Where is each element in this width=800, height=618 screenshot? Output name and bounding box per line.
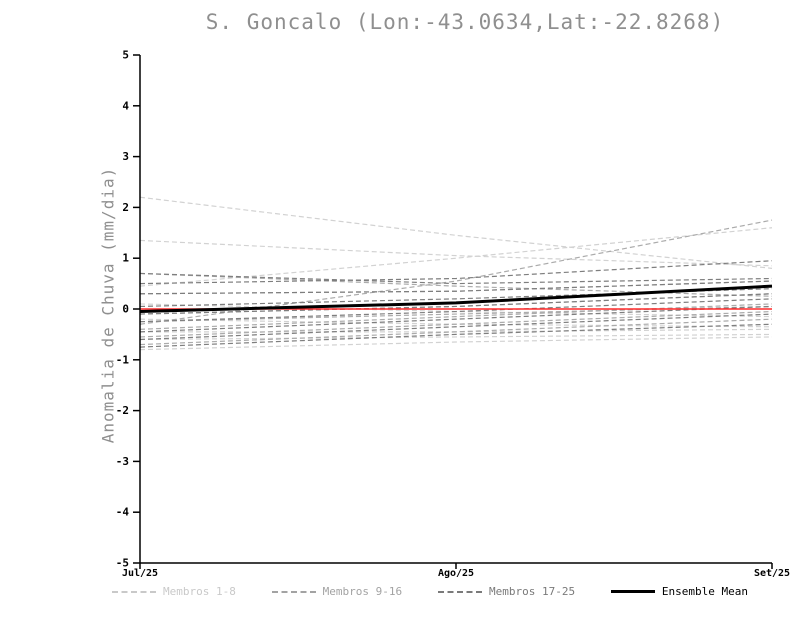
y-tick-label: 3 bbox=[122, 150, 129, 163]
ensemble-mean-line bbox=[139, 284, 773, 314]
y-tick-label: 4 bbox=[122, 99, 129, 112]
member-line-group-3 bbox=[139, 272, 773, 285]
member-line-group-1 bbox=[139, 196, 773, 269]
member-line-group-3 bbox=[139, 293, 773, 315]
member-line-group-3 bbox=[139, 305, 773, 333]
member-line-group-2 bbox=[139, 305, 773, 323]
legend-label: Membros 1-8 bbox=[163, 585, 236, 598]
legend-item-membros-9-16: Membros 9-16 bbox=[271, 585, 403, 598]
y-tick-label: 1 bbox=[122, 252, 129, 265]
member-line-group-1 bbox=[139, 333, 773, 341]
member-line-group-3 bbox=[139, 313, 773, 341]
y-tick-label: -4 bbox=[116, 506, 130, 519]
legend-line-sample bbox=[271, 590, 316, 593]
member-line-group-2 bbox=[139, 318, 773, 346]
x-tick-label: Jul/25 bbox=[122, 568, 158, 579]
member-line-group-2 bbox=[139, 272, 773, 297]
legend-item-ensemble-mean: Ensemble Mean bbox=[610, 585, 748, 598]
member-line-group-3 bbox=[139, 260, 773, 285]
member-line-group-1 bbox=[139, 336, 773, 351]
legend-label: Ensemble Mean bbox=[661, 585, 748, 598]
legend-line-sample bbox=[112, 590, 156, 593]
legend-line-sample bbox=[610, 590, 655, 593]
y-tick-label: 2 bbox=[122, 201, 129, 214]
member-line-group-2 bbox=[139, 303, 773, 330]
y-tick-label: -1 bbox=[116, 353, 130, 366]
y-tick-label: -2 bbox=[116, 404, 129, 417]
legend-line-sample bbox=[437, 590, 482, 593]
member-line-group-2 bbox=[139, 310, 773, 338]
legend-item-membros-1-8: Membros 1-8 bbox=[112, 585, 236, 598]
y-tick-label: 5 bbox=[122, 49, 129, 62]
chart-legend: Membros 1-8 Membros 9-16 Membros 17-25 E… bbox=[112, 585, 748, 598]
member-line-group-3 bbox=[139, 280, 773, 295]
x-tick-label: Ago/25 bbox=[438, 568, 474, 579]
legend-item-membros-17-25: Membros 17-25 bbox=[437, 585, 576, 598]
member-line-group-1 bbox=[139, 239, 773, 267]
legend-label: Membros 9-16 bbox=[322, 585, 403, 598]
y-tick-label: -5 bbox=[116, 557, 129, 570]
legend-label: Membros 17-25 bbox=[488, 585, 576, 598]
member-line-group-3 bbox=[139, 288, 773, 308]
y-tick-label: 0 bbox=[122, 303, 129, 316]
x-tick-label: Set/25 bbox=[754, 568, 790, 579]
member-line-group-3 bbox=[139, 298, 773, 323]
chart-title: S. Goncalo (Lon:-43.0634,Lat:-22.8268) bbox=[205, 10, 725, 34]
member-line-group-3 bbox=[139, 323, 773, 348]
member-line-group-1 bbox=[139, 227, 773, 287]
y-tick-label: -3 bbox=[116, 455, 129, 468]
